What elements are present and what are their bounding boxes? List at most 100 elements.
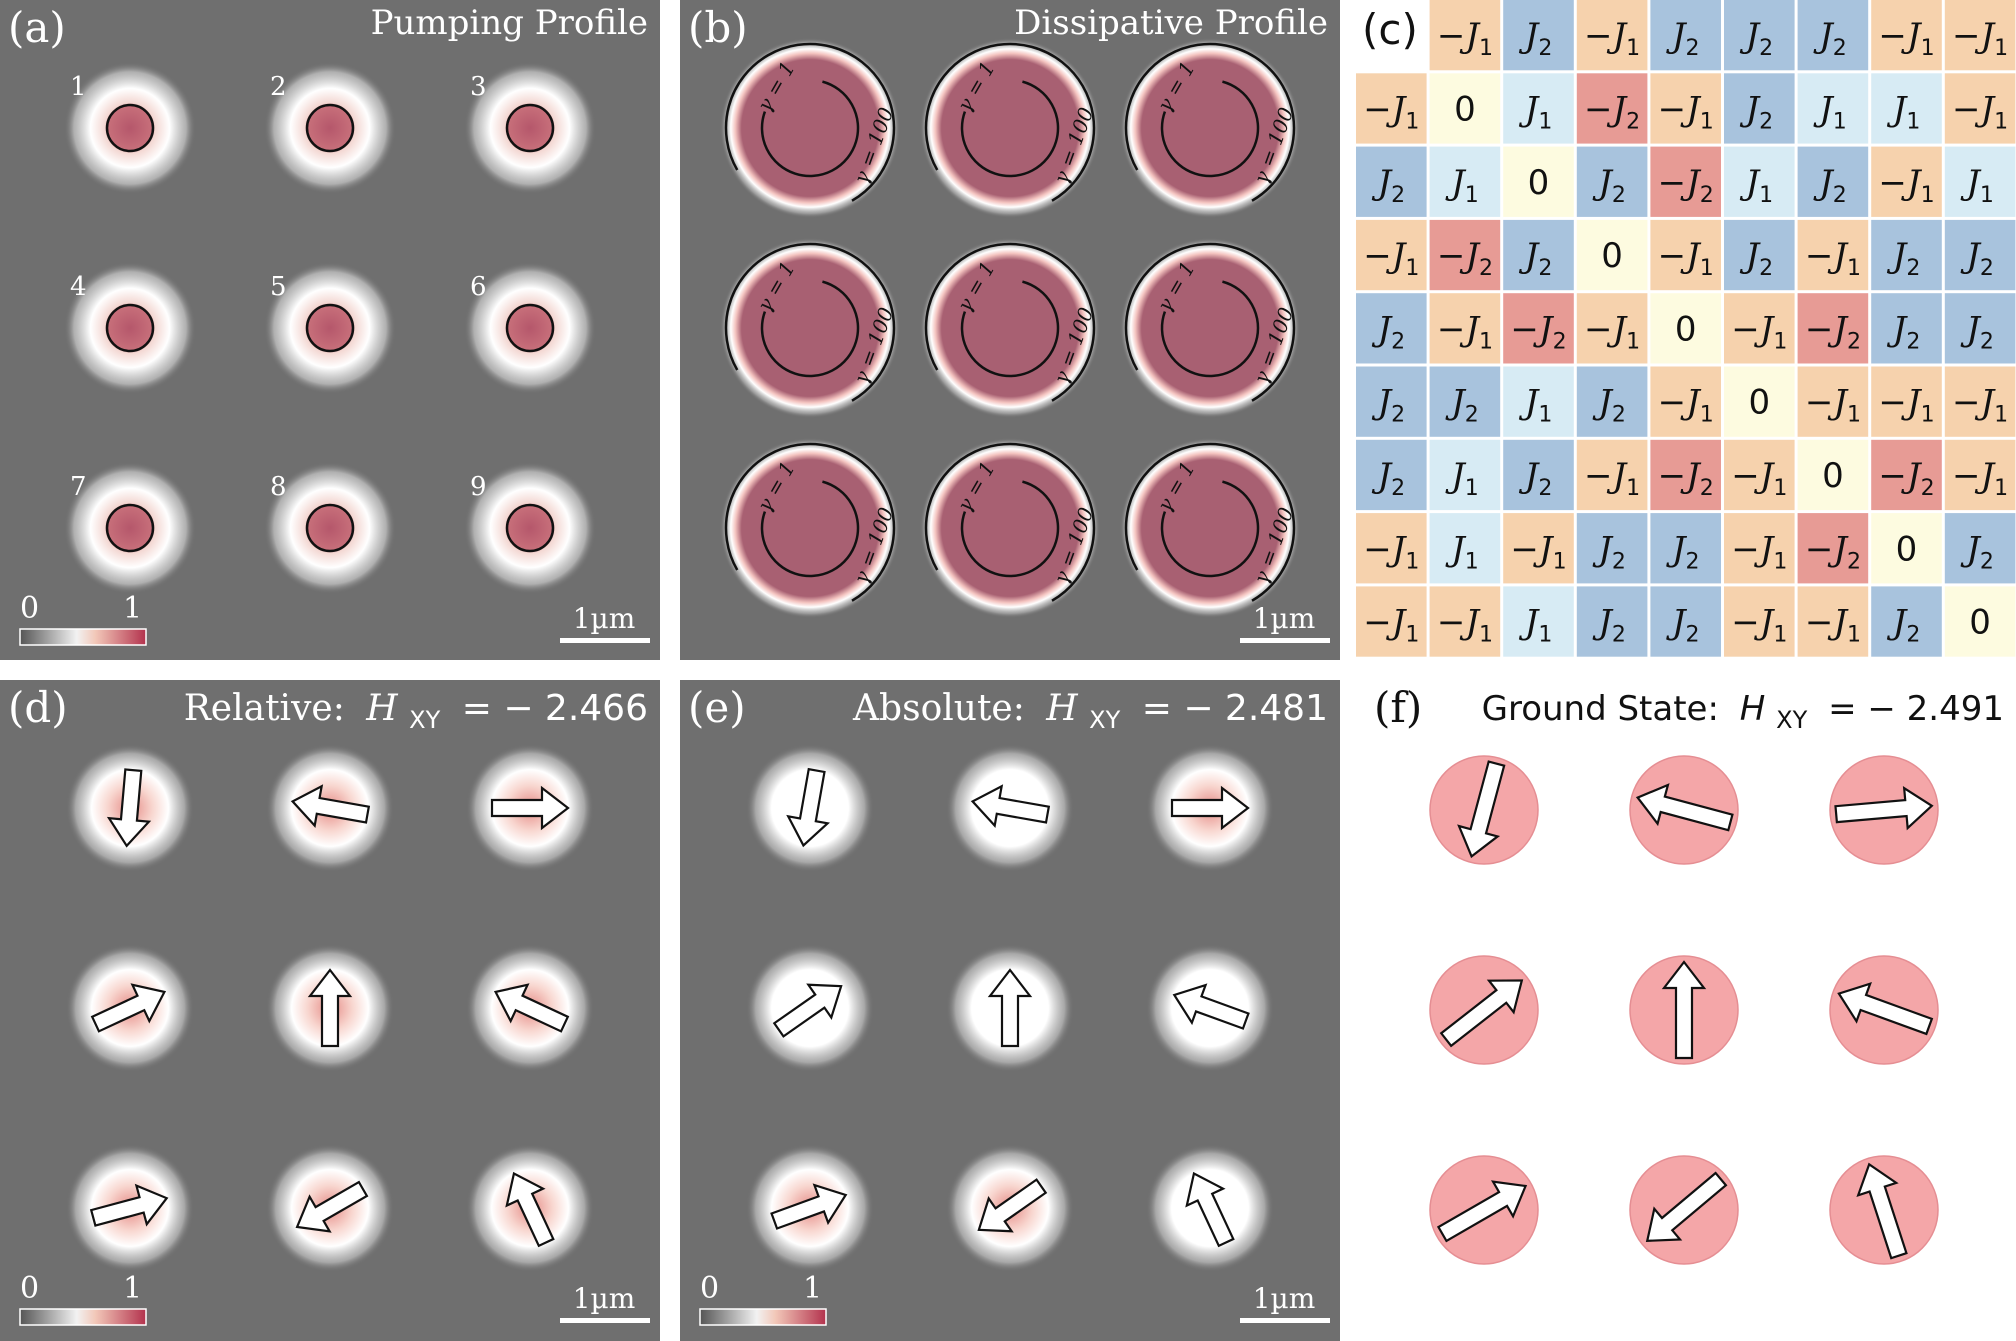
gamma-inner-arc: [960, 80, 1060, 178]
matrix-entry: J1: [1445, 456, 1479, 501]
matrix-cell: [1724, 513, 1795, 584]
matrix-entry: J1: [1445, 529, 1479, 574]
matrix-cell: [1576, 293, 1648, 364]
colorbar: 0 1: [19, 591, 147, 646]
matrix-entry: −J2: [1584, 89, 1640, 134]
gamma-inner-arc: [760, 280, 860, 378]
matrix-cell: [1503, 0, 1574, 71]
matrix-cell: [1724, 366, 1795, 437]
gamma-outer-arc: [724, 242, 896, 402]
pump-spot: [464, 262, 596, 394]
matrix-cell: [1503, 146, 1574, 217]
dissipative-site: γ = 1γ = 100: [720, 438, 900, 618]
pump-ring: [505, 103, 555, 153]
matrix-entry: −J1: [1584, 16, 1640, 61]
matrix-cell: [1871, 219, 1942, 291]
matrix-entry: −J2: [1878, 456, 1934, 501]
matrix-entry: J2: [1371, 383, 1405, 428]
matrix-cell: [1576, 73, 1648, 144]
matrix-cell: [1871, 439, 1942, 511]
hamiltonian-value: = − 2.481: [1142, 688, 1328, 729]
ground-state-site: [1429, 955, 1539, 1065]
colorbar-gradient: [19, 628, 147, 646]
pump-spot: [464, 62, 596, 194]
panel-a: 1 2 3 4 5 6 7 8 9 (a) Pumping Profile 0 …: [0, 0, 660, 660]
matrix-entry: 0: [1601, 236, 1623, 276]
matrix-entry: −J1: [1731, 309, 1787, 354]
ground-state-site: [1629, 1155, 1739, 1265]
matrix-cell: [1650, 513, 1721, 584]
state-site: [946, 944, 1074, 1072]
spin-arrow: [290, 784, 371, 829]
site-number: 2: [270, 72, 287, 102]
site-number: 7: [70, 472, 87, 502]
matrix-entry: −J1: [1731, 603, 1787, 648]
dissipative-site: γ = 1γ = 100: [1120, 38, 1300, 218]
matrix-entry: J2: [1887, 236, 1921, 281]
site-numbers: 1 2 3 4 5 6 7 8 9: [70, 72, 487, 502]
state-site: [746, 1144, 874, 1272]
panel-label: (b): [688, 3, 748, 52]
state-site: [66, 1144, 194, 1272]
spin-arrow: [970, 784, 1051, 829]
ground-state-site: [1829, 755, 1939, 865]
dissipative-spot: [920, 438, 1100, 618]
matrix-cell: [1503, 293, 1574, 364]
matrix-cell: [1650, 73, 1721, 144]
panel-title: Dissipative Profile: [1014, 3, 1328, 43]
matrix-entry: −J1: [1805, 383, 1861, 428]
matrix-entry: −J2: [1510, 309, 1566, 354]
matrix-cell: [1944, 0, 2016, 71]
scale-bar: 1µm: [1240, 602, 1330, 643]
matrix-entry: J2: [1813, 163, 1847, 208]
spin-arrow: [505, 1171, 555, 1248]
ground-state-site: [1629, 755, 1739, 865]
hamiltonian-symbol: H: [365, 688, 398, 729]
matrix-entry: J2: [1960, 236, 1994, 281]
matrix-cell: [1724, 586, 1795, 657]
scale-bar-line: [1240, 1318, 1330, 1323]
matrix-entry: −J1: [1363, 529, 1419, 574]
matrix-entry: J1: [1739, 163, 1773, 208]
matrix-cell: [1429, 73, 1501, 144]
pump-ring: [105, 103, 155, 153]
matrix-cell: [1356, 439, 1427, 511]
matrix-entry: J2: [1519, 16, 1553, 61]
gamma-inner-arc: [1160, 80, 1260, 178]
dissipative-spot: [720, 438, 900, 618]
spin-arrow: [1439, 979, 1524, 1048]
title-prefix: Ground State:: [1482, 689, 1719, 729]
matrix-cell: [1429, 146, 1501, 217]
colorbar-min: 0: [700, 1271, 719, 1306]
matrix-entry: −J1: [1805, 236, 1861, 281]
dissipative-site: γ = 1γ = 100: [920, 238, 1100, 418]
matrix-cell: [1650, 146, 1721, 217]
matrix-cell: [1429, 219, 1501, 291]
matrix-entry: −J1: [1437, 309, 1493, 354]
hamiltonian-subscript: XY: [1776, 706, 1807, 734]
dissipative-spot: [920, 238, 1100, 418]
matrix-cell: [1871, 0, 1942, 71]
panel-label: (a): [8, 3, 66, 52]
scale-bar-line: [560, 638, 650, 643]
spin-arrow: [1645, 1171, 1728, 1243]
matrix-cell: [1944, 366, 2016, 437]
state-site: [66, 744, 194, 872]
matrix-cell: [1576, 513, 1648, 584]
matrix-entry: 0: [1969, 603, 1991, 643]
scale-bar-line: [560, 1318, 650, 1323]
spin-arrow: [1185, 1171, 1235, 1248]
hamiltonian-subscript: XY: [409, 706, 440, 734]
matrix-cell: [1797, 146, 1869, 217]
site-number: 3: [470, 72, 487, 102]
state-site: [266, 744, 394, 872]
state-site: [946, 744, 1074, 872]
matrix-entry: −J1: [1510, 529, 1566, 574]
matrix-entry: −J1: [1952, 89, 2008, 134]
matrix-entry: −J1: [1584, 456, 1640, 501]
pump-spot: [64, 62, 196, 194]
matrix-entry: J2: [1592, 529, 1626, 574]
gamma-outer-arc: [924, 242, 1096, 402]
matrix-entry: J2: [1666, 16, 1700, 61]
matrix-entry: J1: [1887, 89, 1921, 134]
